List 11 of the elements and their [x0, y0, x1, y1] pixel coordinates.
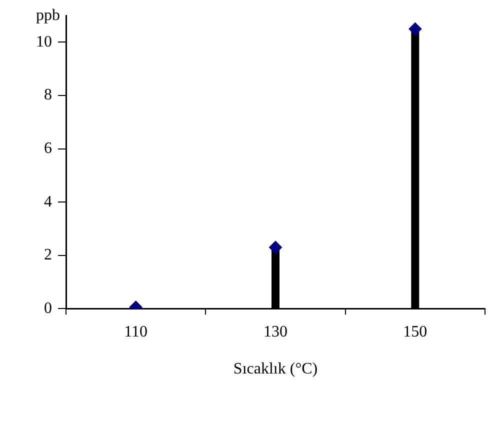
x-axis-title: Sıcaklık (°C) [233, 360, 318, 378]
y-tick-label: 6 [44, 140, 52, 157]
y-tick-label: 4 [44, 193, 52, 210]
y-axis-title: ppb [36, 6, 60, 24]
x-tick-label: 110 [124, 323, 148, 340]
y-tick-label: 2 [44, 246, 52, 264]
y-tick-label: 10 [36, 33, 52, 50]
y-tick-label: 0 [44, 300, 52, 317]
y-tick-label: 8 [44, 86, 52, 104]
x-tick-label: 130 [264, 323, 288, 340]
x-tick-label: 150 [403, 323, 428, 340]
